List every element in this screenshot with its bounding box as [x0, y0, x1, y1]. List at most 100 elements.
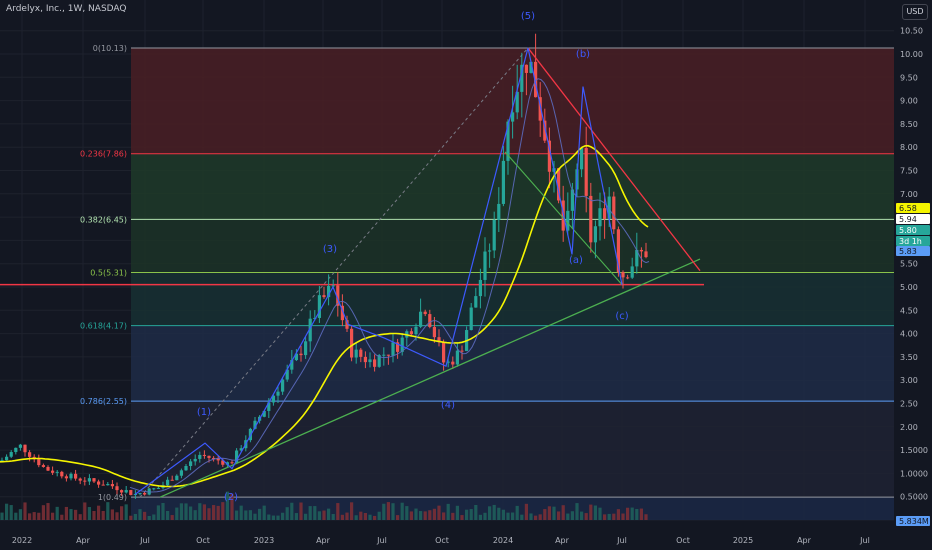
price-axis-tick: 9.00: [900, 97, 918, 106]
time-axis-tick: Jul: [139, 536, 150, 545]
volume-bar: [570, 511, 574, 520]
volume-bar: [511, 512, 515, 520]
price-axis-tick: 9.50: [900, 73, 918, 82]
candle-body: [419, 311, 423, 327]
volume-bar: [469, 509, 473, 520]
candle-body: [368, 359, 372, 363]
time-axis-tick: Apr: [555, 536, 570, 545]
volume-bar: [115, 512, 119, 520]
volume-bar: [409, 511, 413, 520]
volume-bar: [244, 510, 248, 520]
candle-body: [474, 296, 478, 308]
time-axis-background: [0, 530, 932, 550]
volume-bar: [147, 515, 151, 520]
price-tag-label: 5.83: [899, 247, 917, 256]
candle-body: [386, 354, 390, 356]
price-axis-tick: 8.00: [900, 143, 918, 152]
candle-body: [566, 210, 570, 231]
candle-body: [138, 493, 142, 495]
volume-bar: [285, 507, 289, 520]
volume-bar: [497, 507, 501, 520]
candle-body: [285, 369, 289, 380]
volume-bar: [87, 507, 91, 520]
candle-body: [179, 470, 183, 476]
volume-bar: [212, 505, 216, 520]
volume-bar: [253, 513, 257, 520]
volume-bar: [451, 512, 455, 520]
volume-bar: [216, 505, 220, 520]
wave-label: (5): [521, 11, 535, 22]
volume-bar: [520, 514, 524, 520]
volume-bar: [143, 511, 147, 520]
volume-bar: [290, 502, 294, 520]
volume-bar: [276, 515, 280, 520]
volume-bar: [432, 508, 436, 520]
volume-bar: [414, 508, 418, 520]
volume-bar: [405, 506, 409, 520]
candle-body: [299, 353, 303, 356]
volume-bar: [644, 514, 648, 520]
volume-bar: [626, 507, 630, 520]
candle-body: [212, 457, 216, 459]
price-tag: [896, 246, 930, 256]
candle-body: [598, 208, 602, 227]
volume-bar: [552, 506, 556, 520]
price-axis-tick: 1.5000: [900, 446, 928, 455]
candle-body: [414, 326, 418, 335]
fib-level-label: 0.618(4.17): [80, 322, 127, 331]
wave-label: (1): [197, 407, 211, 418]
candle-body: [373, 359, 377, 367]
candle-body: [101, 484, 105, 486]
candle-body: [221, 460, 225, 465]
elliott-wave-path: [134, 47, 623, 495]
candle-body: [524, 64, 528, 73]
candle-body: [308, 318, 312, 342]
price-tag: [896, 203, 930, 213]
volume-bar: [202, 504, 206, 520]
candle-body: [345, 320, 349, 329]
candle-body: [5, 456, 9, 461]
candle-body: [290, 360, 294, 370]
volume-bar: [639, 508, 643, 520]
volume-bar: [69, 509, 73, 520]
volume-bar: [189, 506, 193, 520]
volume-bar: [55, 506, 59, 520]
volume-bar: [92, 510, 96, 520]
candle-body: [543, 120, 547, 141]
volume-bar: [129, 515, 133, 520]
candle-body: [547, 140, 551, 172]
price-axis-tick: 5.50: [900, 260, 918, 269]
candle-body: [14, 447, 18, 453]
currency-selector[interactable]: USD: [902, 4, 928, 20]
volume-bar: [350, 502, 354, 520]
candle-body: [488, 250, 492, 252]
fib-zone: [131, 153, 894, 220]
volume-bar: [598, 507, 602, 520]
candle-body: [377, 355, 381, 367]
price-axis-tick: 10.50: [900, 27, 923, 36]
candle-body: [78, 478, 82, 481]
volume-bar: [317, 511, 321, 520]
volume-bar: [377, 511, 381, 520]
volume-bar: [198, 503, 202, 520]
candle-body: [400, 337, 404, 352]
candle-body: [327, 285, 331, 298]
volume-bar: [580, 511, 584, 520]
price-axis-tick: 3.50: [900, 353, 918, 362]
volume-bar: [262, 505, 266, 520]
volume-bar: [359, 511, 363, 520]
price-axis-tick: 4.00: [900, 330, 918, 339]
price-axis-tick: 4.50: [900, 306, 918, 315]
wave-label: (b): [576, 49, 590, 60]
volume-bar: [400, 502, 404, 520]
volume-bar: [621, 513, 625, 520]
candle-body: [607, 196, 611, 219]
candle-body: [396, 342, 400, 352]
volume-bar: [630, 507, 634, 520]
volume-bar: [239, 505, 243, 520]
candle-body: [271, 395, 275, 403]
price-axis-tick: 5.00: [900, 283, 918, 292]
time-axis-tick: 2023: [254, 536, 274, 545]
candle-body: [446, 361, 450, 363]
